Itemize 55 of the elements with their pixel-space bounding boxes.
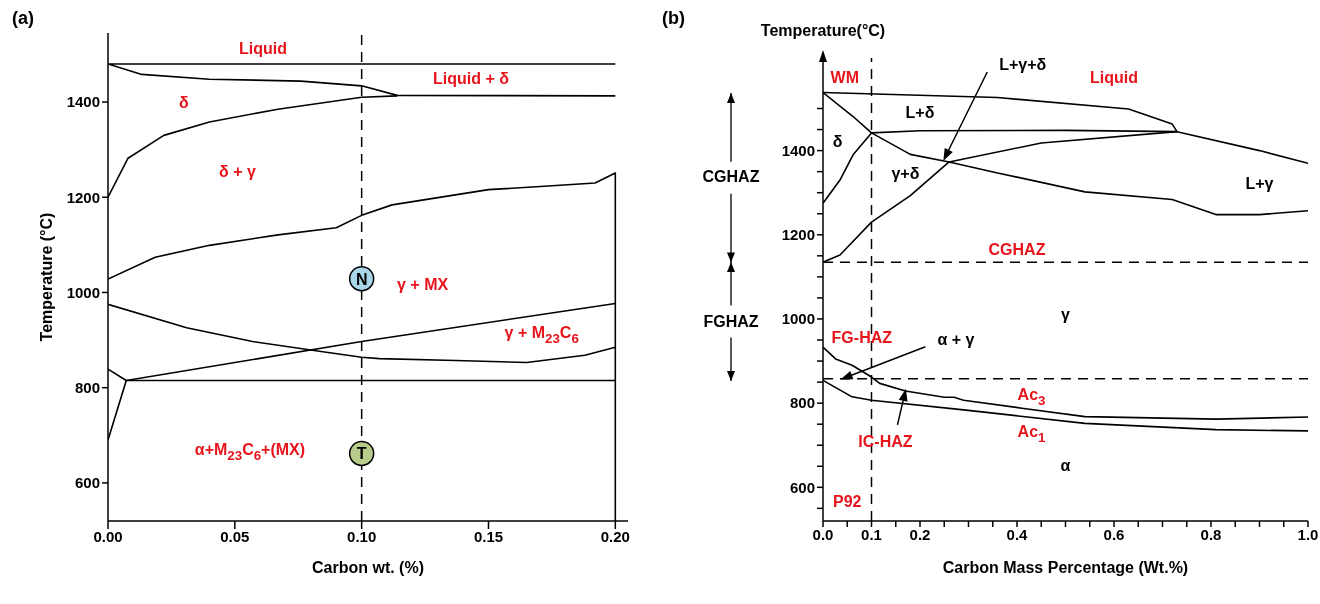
annotation: δ + γ [219, 162, 256, 181]
y-tick-label: 1000 [66, 283, 100, 301]
text: (b) [662, 8, 685, 29]
y-tick-label: 800 [74, 379, 100, 397]
x-tick-label: 0.1 [861, 525, 882, 543]
x-axis-title: Carbon wt. (%) [312, 559, 424, 576]
y-tick-label: 1000 [781, 310, 815, 328]
annotation: Liquid [238, 40, 287, 59]
y-tick-label: 1400 [781, 141, 815, 159]
annotation: γ [1061, 305, 1070, 324]
x-tick-label: 0.15 [473, 527, 504, 545]
annotation: Ac$_{3}$ [1017, 386, 1046, 410]
annotation: IC-HAZ [858, 432, 913, 450]
x-tick-label: 1.0 [1297, 525, 1319, 543]
x-tick-label: 0.05 [220, 527, 250, 545]
y-tick-label: 600 [789, 478, 815, 496]
x-tick-label: 0.00 [93, 527, 123, 545]
x-tick-label: 0.10 [347, 527, 377, 545]
y-tick-label: 1200 [781, 226, 815, 244]
series-label: T [356, 445, 367, 463]
series-label: N [355, 270, 368, 288]
annotation: Liquid [1090, 69, 1138, 88]
y-tick-label: 1400 [66, 93, 100, 111]
annotation: δ [179, 93, 189, 112]
annotation: α + γ [937, 330, 975, 348]
annotation: CGHAZ [988, 240, 1046, 259]
annotation: L+δ [905, 103, 935, 122]
text: CGHAZ [702, 168, 760, 187]
annotation: L+γ+δ [999, 56, 1047, 74]
y-tick-label: 800 [789, 394, 815, 412]
annotation: γ + M$_{23}$C$_{6}$ [504, 324, 579, 348]
annotation: Ac$_{1}$ [1017, 423, 1046, 447]
y-axis-title: Temperature(°C) [760, 22, 886, 39]
x-tick-label: 0.2 [909, 525, 931, 543]
y-tick-label: 600 [74, 474, 100, 492]
annotation: WM [830, 69, 860, 88]
x-tick-label: 0.8 [1200, 525, 1222, 543]
x-axis-title: Carbon Mass Percentage (Wt.%) [942, 559, 1189, 576]
x-tick-label: 0.6 [1103, 525, 1125, 543]
x-tick-label: 0.0 [812, 525, 834, 543]
text: FGHAZ [703, 312, 759, 331]
annotation: L+γ [1245, 175, 1274, 194]
annotation: δ [832, 133, 843, 152]
x-tick-label: 0.4 [1006, 525, 1029, 543]
x-tick-label: 0.20 [600, 527, 630, 545]
annotation: FG-HAZ [831, 329, 893, 348]
annotation: γ+δ [891, 164, 920, 183]
annotation: α [1060, 457, 1071, 476]
annotation: α+M$_{23}$C$_{6}$+(MX) [194, 441, 306, 465]
annotation: P92 [833, 493, 862, 512]
annotation: γ + MX [397, 276, 449, 295]
y-axis-title: Temperature (°C) [38, 212, 55, 342]
y-tick-label: 1200 [66, 188, 100, 206]
annotation: Liquid + δ [432, 70, 509, 89]
chart-title: (a) [12, 8, 34, 29]
